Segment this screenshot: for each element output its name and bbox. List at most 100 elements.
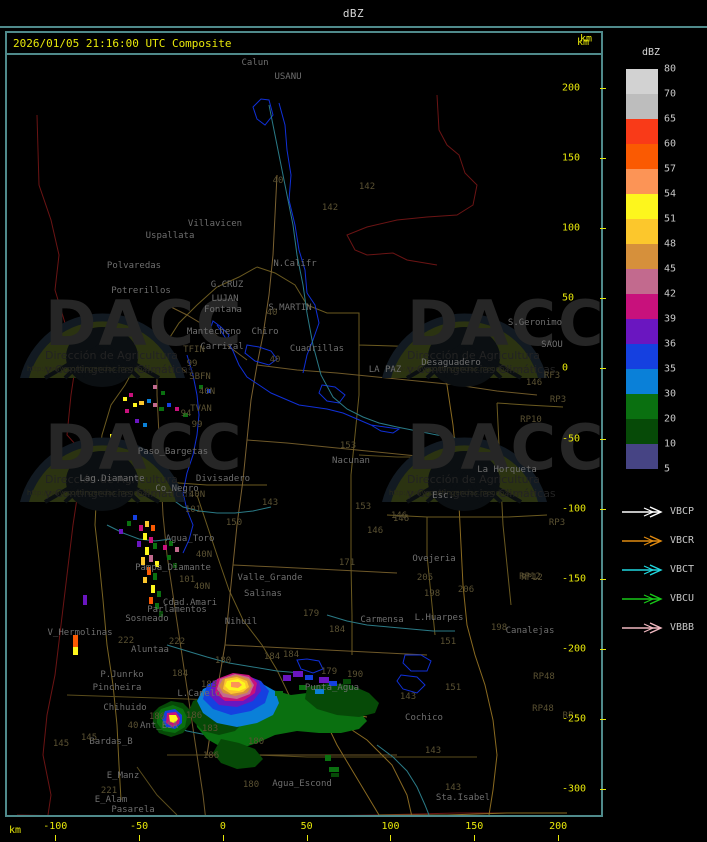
wind-barb-arrow-icon bbox=[622, 534, 663, 547]
route-number-label: TFIN bbox=[183, 345, 205, 355]
route-number-label: 101 bbox=[178, 575, 196, 585]
y-axis-tick-mark bbox=[600, 158, 606, 160]
route-number-label: 143 bbox=[399, 692, 417, 702]
route-number-label: 222 bbox=[117, 636, 135, 646]
route-number-label: 151 bbox=[439, 637, 457, 647]
route-number-label: 184 bbox=[328, 625, 346, 635]
route-number-label: RP48 bbox=[532, 704, 554, 714]
y-axis-tick-mark bbox=[600, 368, 606, 370]
colorbar-value-label: 5 bbox=[664, 463, 671, 475]
dbz-colorbar[interactable] bbox=[626, 69, 658, 469]
colorbar-swatch bbox=[626, 144, 658, 169]
echo-main-storm bbox=[189, 671, 379, 769]
route-number-label: 183 bbox=[201, 724, 219, 734]
route-number-label: 145 bbox=[80, 733, 98, 743]
route-number-label: 153 bbox=[354, 502, 372, 512]
route-number-label: 180 bbox=[214, 656, 232, 666]
route-number-label: 186 bbox=[202, 751, 220, 761]
route-number-label: 180 bbox=[242, 780, 260, 790]
wind-barb-arrow-icon bbox=[622, 621, 663, 634]
colorbar-value-label: 60 bbox=[664, 138, 677, 150]
route-number-label: 180 bbox=[247, 737, 265, 747]
y-axis-tick-label: -100 bbox=[562, 503, 587, 515]
colorbar-value-label: 30 bbox=[664, 388, 677, 400]
arrow-legend-label: VBBB bbox=[670, 622, 695, 633]
legend-panel: dBZ 80 70 65 60 57 54 51 48 45 42 39 36 35 30 20 10 5 VB… bbox=[610, 31, 705, 817]
timestamp-label: 2026/01/05 21:16:00 UTC Composite bbox=[13, 37, 232, 50]
colorbar-swatch bbox=[626, 94, 658, 119]
colorbar-value-label: 51 bbox=[664, 213, 677, 225]
colorbar-value-label: 10 bbox=[664, 438, 677, 450]
route-number-label: RP12 bbox=[521, 573, 543, 583]
route-number-label: RP12 bbox=[519, 572, 541, 582]
route-number-label: 40N bbox=[198, 387, 216, 397]
route-number-label: SBFN bbox=[189, 372, 211, 382]
y-axis-tick-label: -200 bbox=[562, 643, 587, 655]
colorbar-value-label: 70 bbox=[664, 88, 677, 100]
y-axis-unit-label: km bbox=[580, 33, 593, 45]
route-number-label: 184 bbox=[263, 652, 281, 662]
colorbar-swatch bbox=[626, 394, 658, 419]
colorbar-value-label: 57 bbox=[664, 163, 677, 175]
x-axis-tick-label: -50 bbox=[130, 821, 149, 832]
colorbar-value-label: 42 bbox=[664, 288, 677, 300]
y-axis-tick-label: 0 bbox=[562, 362, 569, 374]
route-number-label: 150 bbox=[225, 518, 243, 528]
y-axis-tick-label: 50 bbox=[562, 292, 575, 304]
y-axis-tick-label: -50 bbox=[562, 433, 581, 444]
route-number-label: 183 bbox=[200, 680, 218, 690]
y-axis-tick-mark bbox=[600, 648, 606, 650]
colorbar-value-label: 35 bbox=[664, 363, 677, 375]
x-axis-unit-label: km bbox=[9, 825, 22, 836]
x-axis-tick-mark bbox=[474, 835, 476, 841]
colorbar-swatch bbox=[626, 419, 658, 444]
route-number-label: 184 bbox=[282, 650, 300, 660]
x-axis-tick-mark bbox=[139, 835, 141, 841]
colorbar-swatch bbox=[626, 444, 658, 469]
route-number-label: 40 bbox=[266, 308, 278, 318]
route-number-label: 94 bbox=[180, 409, 192, 419]
route-number-label: 146 bbox=[392, 514, 410, 524]
route-number-label: 40N bbox=[195, 550, 213, 560]
x-axis-tick-mark bbox=[55, 835, 57, 841]
echo-small-2 bbox=[329, 767, 339, 772]
echo-small-3 bbox=[331, 773, 339, 777]
route-number-label: 143 bbox=[424, 746, 442, 756]
x-axis-tick-mark bbox=[558, 835, 560, 841]
route-number-label: 198 bbox=[490, 623, 508, 633]
arrow-legend-row: VBCU bbox=[620, 584, 707, 613]
y-axis-tick-mark bbox=[600, 228, 606, 230]
x-axis-tick-label: 200 bbox=[549, 821, 568, 832]
route-number-label: 179 bbox=[302, 609, 320, 619]
route-number-label: 190 bbox=[346, 670, 364, 680]
route-number-label: RF3 bbox=[543, 371, 561, 381]
radar-map-frame: 2026/01/05 21:16:00 UTC Composite km bbox=[5, 31, 603, 817]
arrow-legend-row: VBCT bbox=[620, 555, 707, 584]
y-axis-tick-label: 200 bbox=[562, 82, 581, 94]
y-axis-tick-mark bbox=[600, 718, 606, 720]
route-number-label: 146 bbox=[366, 526, 384, 536]
route-number-label: 142 bbox=[358, 182, 376, 192]
route-number-label: 40 bbox=[127, 721, 139, 731]
arrow-legend-row: VBCP bbox=[620, 497, 707, 526]
radar-echo-layer bbox=[73, 385, 379, 777]
route-number-label: 40 bbox=[272, 176, 284, 186]
radar-map-canvas[interactable]: DACC DACC DACC DACC Dirección de Agricul… bbox=[7, 55, 601, 815]
route-number-label: TVAN bbox=[190, 404, 212, 414]
y-axis-tick-mark bbox=[600, 578, 606, 580]
x-axis-tick-mark bbox=[390, 835, 392, 841]
colorbar-swatch bbox=[626, 69, 658, 94]
arrow-legend-row: VBBB bbox=[620, 613, 707, 642]
y-axis-tick-mark bbox=[600, 298, 606, 300]
x-axis-tick-label: 50 bbox=[300, 821, 313, 832]
x-axis-tick-label: 0 bbox=[219, 821, 226, 832]
y-axis: km 200 150 100 50 0 -50 -100 -150 -200 -250 -300 bbox=[560, 31, 606, 821]
window-title-bar: dBZ bbox=[0, 0, 707, 28]
route-number-label: 184 bbox=[171, 669, 189, 679]
route-number-label: 171 bbox=[338, 558, 356, 568]
echo-small-1 bbox=[325, 755, 331, 761]
x-axis-tick-label: 150 bbox=[465, 821, 484, 832]
route-number-label: 198 bbox=[423, 589, 441, 599]
route-number-label: 221 bbox=[100, 786, 118, 796]
